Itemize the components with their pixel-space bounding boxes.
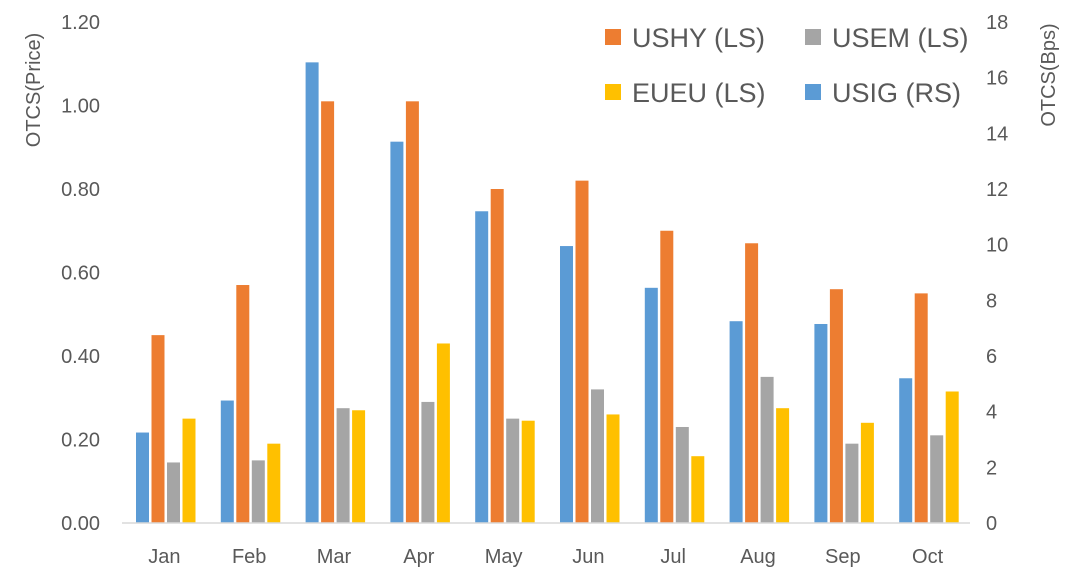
x-axis-ticks: Jan Feb Mar Apr May Jun Jul Aug Sep Oct: [148, 546, 943, 568]
right-axis-ticks: 0 2 4 6 8 10 12 14 16 18: [986, 12, 1008, 535]
bar-eueu-ls-feb: [267, 443, 281, 523]
bar-usig-rs-feb: [220, 400, 234, 523]
bar-usem-ls-apr: [421, 401, 435, 523]
right-tick-label: 2: [986, 457, 997, 479]
bar-ushy-ls-feb: [236, 285, 250, 523]
left-tick-label: 0.80: [61, 179, 100, 201]
bar-usig-rs-sep: [814, 323, 828, 523]
left-tick-label: 0.20: [61, 430, 100, 452]
right-axis-title: OTCS(Bps): [1038, 23, 1060, 126]
bar-ushy-ls-apr: [405, 101, 419, 523]
left-tick-label: 1.00: [61, 96, 100, 118]
bar-usem-ls-jun: [591, 389, 604, 523]
bar-usem-ls-feb: [251, 460, 265, 524]
bar-usem-ls-aug: [760, 376, 774, 524]
bar-ushy-ls-aug: [745, 243, 759, 523]
legend-swatch-ushy-ls: [605, 29, 621, 45]
left-tick-label: 0.00: [61, 513, 100, 535]
right-tick-label: 4: [986, 402, 997, 424]
left-tick-label: 0.40: [61, 346, 100, 368]
bar-eueu-ls-sep: [860, 422, 874, 523]
bar-usem-ls-jan: [167, 462, 180, 523]
right-tick-label: 8: [986, 290, 997, 312]
x-tick-label: Apr: [403, 546, 434, 568]
bar-ushy-ls-may: [490, 189, 504, 523]
bar-usig-rs-jul: [644, 287, 658, 523]
bar-usig-rs-may: [475, 211, 489, 523]
right-tick-label: 6: [986, 346, 997, 368]
right-tick-label: 0: [986, 513, 997, 535]
bar-usig-rs-oct: [899, 378, 913, 523]
bar-eueu-ls-jan: [182, 418, 196, 524]
bar-eueu-ls-aug: [776, 408, 790, 523]
bar-usig-rs-apr: [390, 141, 404, 523]
legend-swatch-usig-rs: [805, 84, 821, 100]
bar-ushy-ls-oct: [914, 293, 928, 524]
bar-usem-ls-mar: [336, 408, 350, 523]
bar-eueu-ls-mar: [352, 410, 366, 523]
left-axis-ticks: 0.00 0.20 0.40 0.60 0.80 1.00 1.20: [61, 12, 100, 535]
bar-eueu-ls-oct: [945, 391, 959, 523]
x-tick-label: Jan: [148, 546, 180, 568]
bar-ushy-ls-jan: [151, 335, 165, 524]
legend-swatch-usem-ls: [805, 29, 821, 45]
bar-ushy-ls-sep: [829, 289, 843, 523]
bar-usem-ls-oct: [930, 435, 944, 523]
bar-eueu-ls-may: [521, 420, 535, 523]
bar-usem-ls-jul: [675, 426, 689, 523]
bar-eueu-ls-jun: [606, 414, 620, 523]
bar-usig-rs-jan: [136, 432, 149, 523]
legend-label-usig-rs: USIG (RS): [832, 78, 961, 108]
bar-ushy-ls-jul: [660, 230, 674, 523]
x-tick-label: Jul: [660, 546, 686, 568]
x-tick-label: Mar: [317, 546, 352, 568]
legend-swatch-eueu-ls: [605, 84, 621, 100]
right-tick-label: 14: [986, 123, 1008, 145]
legend-label-eueu-ls: EUEU (LS): [632, 78, 766, 108]
left-tick-label: 1.20: [61, 12, 100, 34]
bars-layer: [136, 62, 959, 524]
bar-usig-rs-aug: [729, 321, 743, 523]
x-tick-label: Feb: [232, 546, 266, 568]
legend-label-usem-ls: USEM (LS): [832, 23, 969, 53]
bar-eueu-ls-jul: [691, 456, 705, 523]
left-axis-title: OTCS(Price): [23, 33, 45, 147]
legend-label-ushy-ls: USHY (LS): [632, 23, 765, 53]
right-tick-label: 16: [986, 68, 1008, 90]
bar-ushy-ls-jun: [575, 180, 589, 523]
bar-eueu-ls-apr: [436, 343, 450, 523]
legend: USHY (LS) USEM (LS) EUEU (LS) USIG (RS): [605, 23, 969, 108]
x-tick-label: Oct: [912, 546, 944, 568]
bar-ushy-ls-mar: [321, 101, 335, 523]
left-tick-label: 0.60: [61, 263, 100, 285]
x-tick-label: May: [485, 546, 523, 568]
x-tick-label: Jun: [572, 546, 604, 568]
bar-usem-ls-sep: [845, 443, 859, 523]
right-tick-label: 18: [986, 12, 1008, 34]
bar-usem-ls-may: [506, 418, 520, 524]
bar-usig-rs-jun: [560, 246, 573, 523]
x-tick-label: Aug: [740, 546, 776, 568]
right-tick-label: 12: [986, 179, 1008, 201]
x-tick-label: Sep: [825, 546, 861, 568]
bar-usig-rs-mar: [305, 62, 319, 524]
right-tick-label: 10: [986, 235, 1008, 257]
